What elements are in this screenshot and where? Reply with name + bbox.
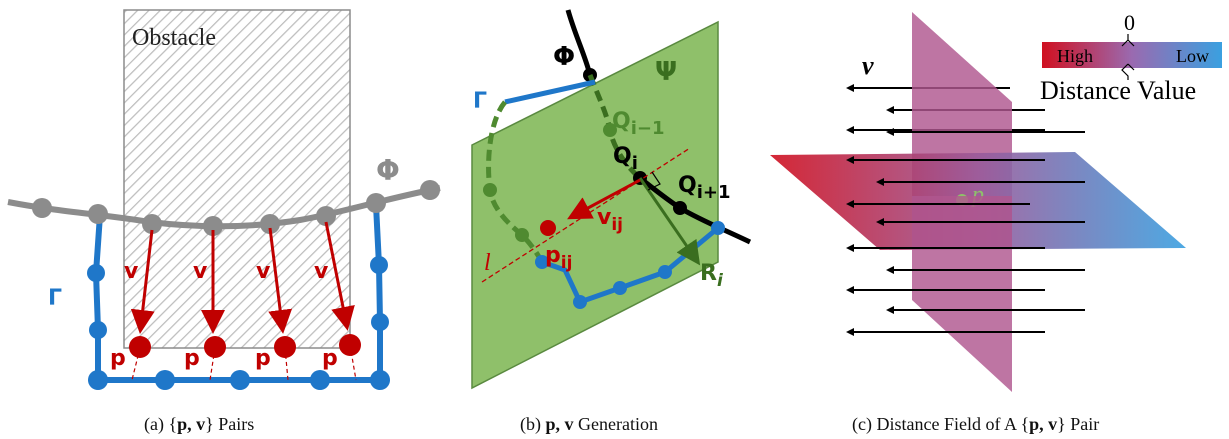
psi-label: Ψ bbox=[655, 57, 677, 87]
legend-zero: 0 bbox=[1124, 10, 1135, 35]
v-arrows bbox=[130, 221, 355, 334]
v-label: v bbox=[124, 259, 139, 284]
vertical-plane-front bbox=[912, 196, 1012, 392]
panel-b: Ψ Φ Γ l Qi−1 bbox=[471, 9, 752, 435]
legend-title: Distance Value bbox=[1040, 76, 1196, 105]
v-label: v bbox=[314, 259, 329, 284]
gamma-label-b: Γ bbox=[473, 89, 487, 114]
gamma-points bbox=[87, 256, 390, 390]
obstacle-rect bbox=[123, 9, 351, 349]
caption-a: (a) {p, v} Pairs bbox=[144, 414, 254, 435]
legend-colorbar bbox=[1042, 42, 1222, 68]
p-ij-point bbox=[540, 220, 556, 236]
obstacle-label: Obstacle bbox=[132, 25, 216, 51]
legend-high: High bbox=[1057, 46, 1093, 66]
q-next-label: Qi+1 bbox=[678, 173, 730, 203]
v-ij-arrow bbox=[567, 178, 641, 220]
r-label: Ri bbox=[700, 261, 724, 291]
phi-label: Φ bbox=[376, 154, 400, 187]
q-prev-label: Qi−1 bbox=[612, 109, 664, 139]
phi-label-b: Φ bbox=[553, 42, 575, 72]
panel-a: Obstacle Φ Γ v bbox=[7, 9, 441, 435]
caption-c: (c) Distance Field of A {p, v} Pair bbox=[852, 414, 1099, 435]
q-i-label: Qi bbox=[613, 144, 638, 174]
p-label: p bbox=[110, 346, 126, 371]
v-label: v bbox=[256, 259, 271, 284]
phi-points bbox=[32, 180, 440, 236]
panel-c: p v High Low 0 Distance Value (c) Distan… bbox=[770, 10, 1222, 435]
gamma-b-points bbox=[535, 221, 725, 309]
v-label: v bbox=[193, 259, 208, 284]
legend: High Low 0 Distance Value bbox=[1040, 10, 1222, 105]
q-prev-point bbox=[603, 123, 617, 137]
v-arrow bbox=[268, 227, 293, 334]
q-next-point bbox=[673, 201, 687, 215]
gamma-label: Γ bbox=[48, 286, 62, 311]
legend-zero-tick bbox=[1121, 34, 1135, 80]
p-label: p bbox=[255, 346, 271, 371]
v-field-arrows-front bbox=[846, 128, 1085, 336]
phi-curve bbox=[7, 185, 441, 230]
v-ij-label: vij bbox=[597, 205, 623, 235]
right-angle-marker bbox=[647, 171, 661, 191]
l-label: l bbox=[484, 250, 491, 276]
legend-low: Low bbox=[1176, 46, 1209, 66]
r-arrow bbox=[638, 177, 701, 266]
p-label: p bbox=[184, 346, 200, 371]
caption-b: (b) p, v Generation bbox=[520, 414, 658, 435]
v-label-c: v bbox=[862, 51, 874, 80]
p-label: p bbox=[322, 346, 338, 371]
gamma-top bbox=[504, 79, 596, 105]
v-arrow bbox=[130, 229, 155, 334]
p-ij-label: pij bbox=[545, 243, 572, 273]
pair-connectors bbox=[131, 344, 357, 381]
gamma-dashed bbox=[486, 100, 545, 264]
gamma-dashed-points bbox=[483, 183, 529, 242]
v-arrow bbox=[324, 221, 355, 331]
p-points bbox=[129, 334, 361, 358]
gamma-b bbox=[541, 226, 720, 306]
